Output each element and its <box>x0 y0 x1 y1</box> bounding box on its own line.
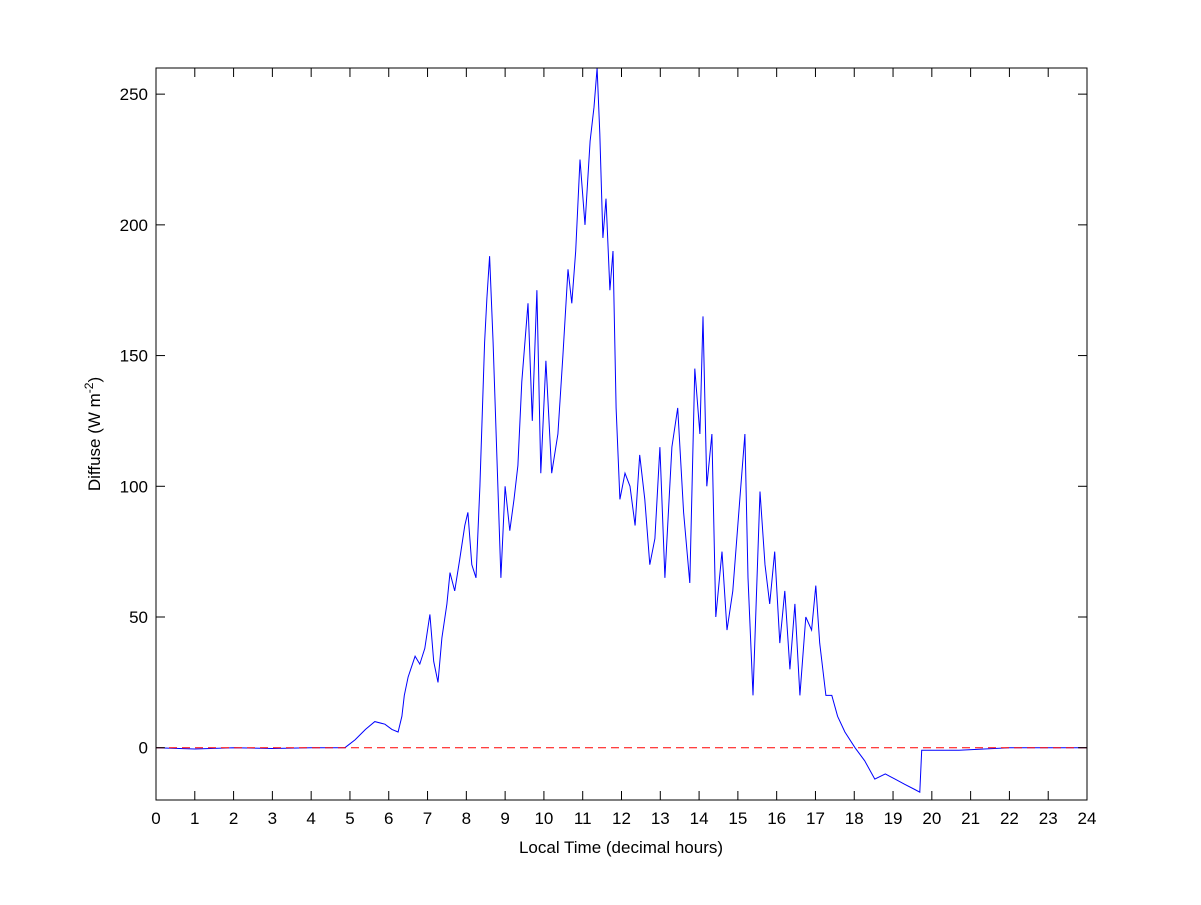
y-axis-label: Diffuse (W m-2) <box>82 377 104 491</box>
x-tick-label: 16 <box>767 809 786 828</box>
x-tick-label: 3 <box>268 809 277 828</box>
x-axis-label: Local Time (decimal hours) <box>519 838 723 857</box>
y-tick-label: 0 <box>139 739 148 758</box>
x-tick-label: 21 <box>961 809 980 828</box>
diffuse-series-line <box>155 67 1087 794</box>
x-tick-label: 4 <box>306 809 315 828</box>
x-tick-label: 17 <box>806 809 825 828</box>
x-tick-label: 15 <box>728 809 747 828</box>
x-tick-label: 13 <box>651 809 670 828</box>
x-tick-label: 0 <box>151 809 160 828</box>
x-tick-label: 5 <box>345 809 354 828</box>
x-tick-label: 9 <box>500 809 509 828</box>
x-tick-label: 6 <box>384 809 393 828</box>
x-tick-label: 19 <box>884 809 903 828</box>
x-tick-label: 22 <box>1000 809 1019 828</box>
ticks-layer: 0 1 2 3 4 5 6 7 8 9 10 11 12 13 14 15 16 17 18 19 20 21 22 23 24… <box>120 68 1097 828</box>
x-tick-label: 20 <box>922 809 941 828</box>
y-tick-label: 250 <box>120 85 148 104</box>
x-tick-label: 12 <box>612 809 631 828</box>
x-tick-label: 7 <box>423 809 432 828</box>
y-axis-label-main: Diffuse (W m <box>85 393 104 491</box>
plot-area <box>156 68 1087 800</box>
x-tick-label: 14 <box>690 809 709 828</box>
x-tick-label: 8 <box>462 809 471 828</box>
x-tick-label: 10 <box>534 809 553 828</box>
x-tick-label: 1 <box>190 809 199 828</box>
x-tick-label: 18 <box>845 809 864 828</box>
y-tick-label: 200 <box>120 216 148 235</box>
y-tick-label: 50 <box>129 608 148 627</box>
x-tick-label: 23 <box>1039 809 1058 828</box>
y-tick-label: 150 <box>120 347 148 366</box>
x-tick-label: 24 <box>1078 809 1097 828</box>
x-tick-label: 2 <box>229 809 238 828</box>
y-axis-label-close: ) <box>85 377 104 383</box>
series-layer <box>155 67 1087 794</box>
y-axis-label-sup: -2 <box>82 382 96 393</box>
y-tick-label: 100 <box>120 477 148 496</box>
x-tick-label: 11 <box>574 809 592 828</box>
